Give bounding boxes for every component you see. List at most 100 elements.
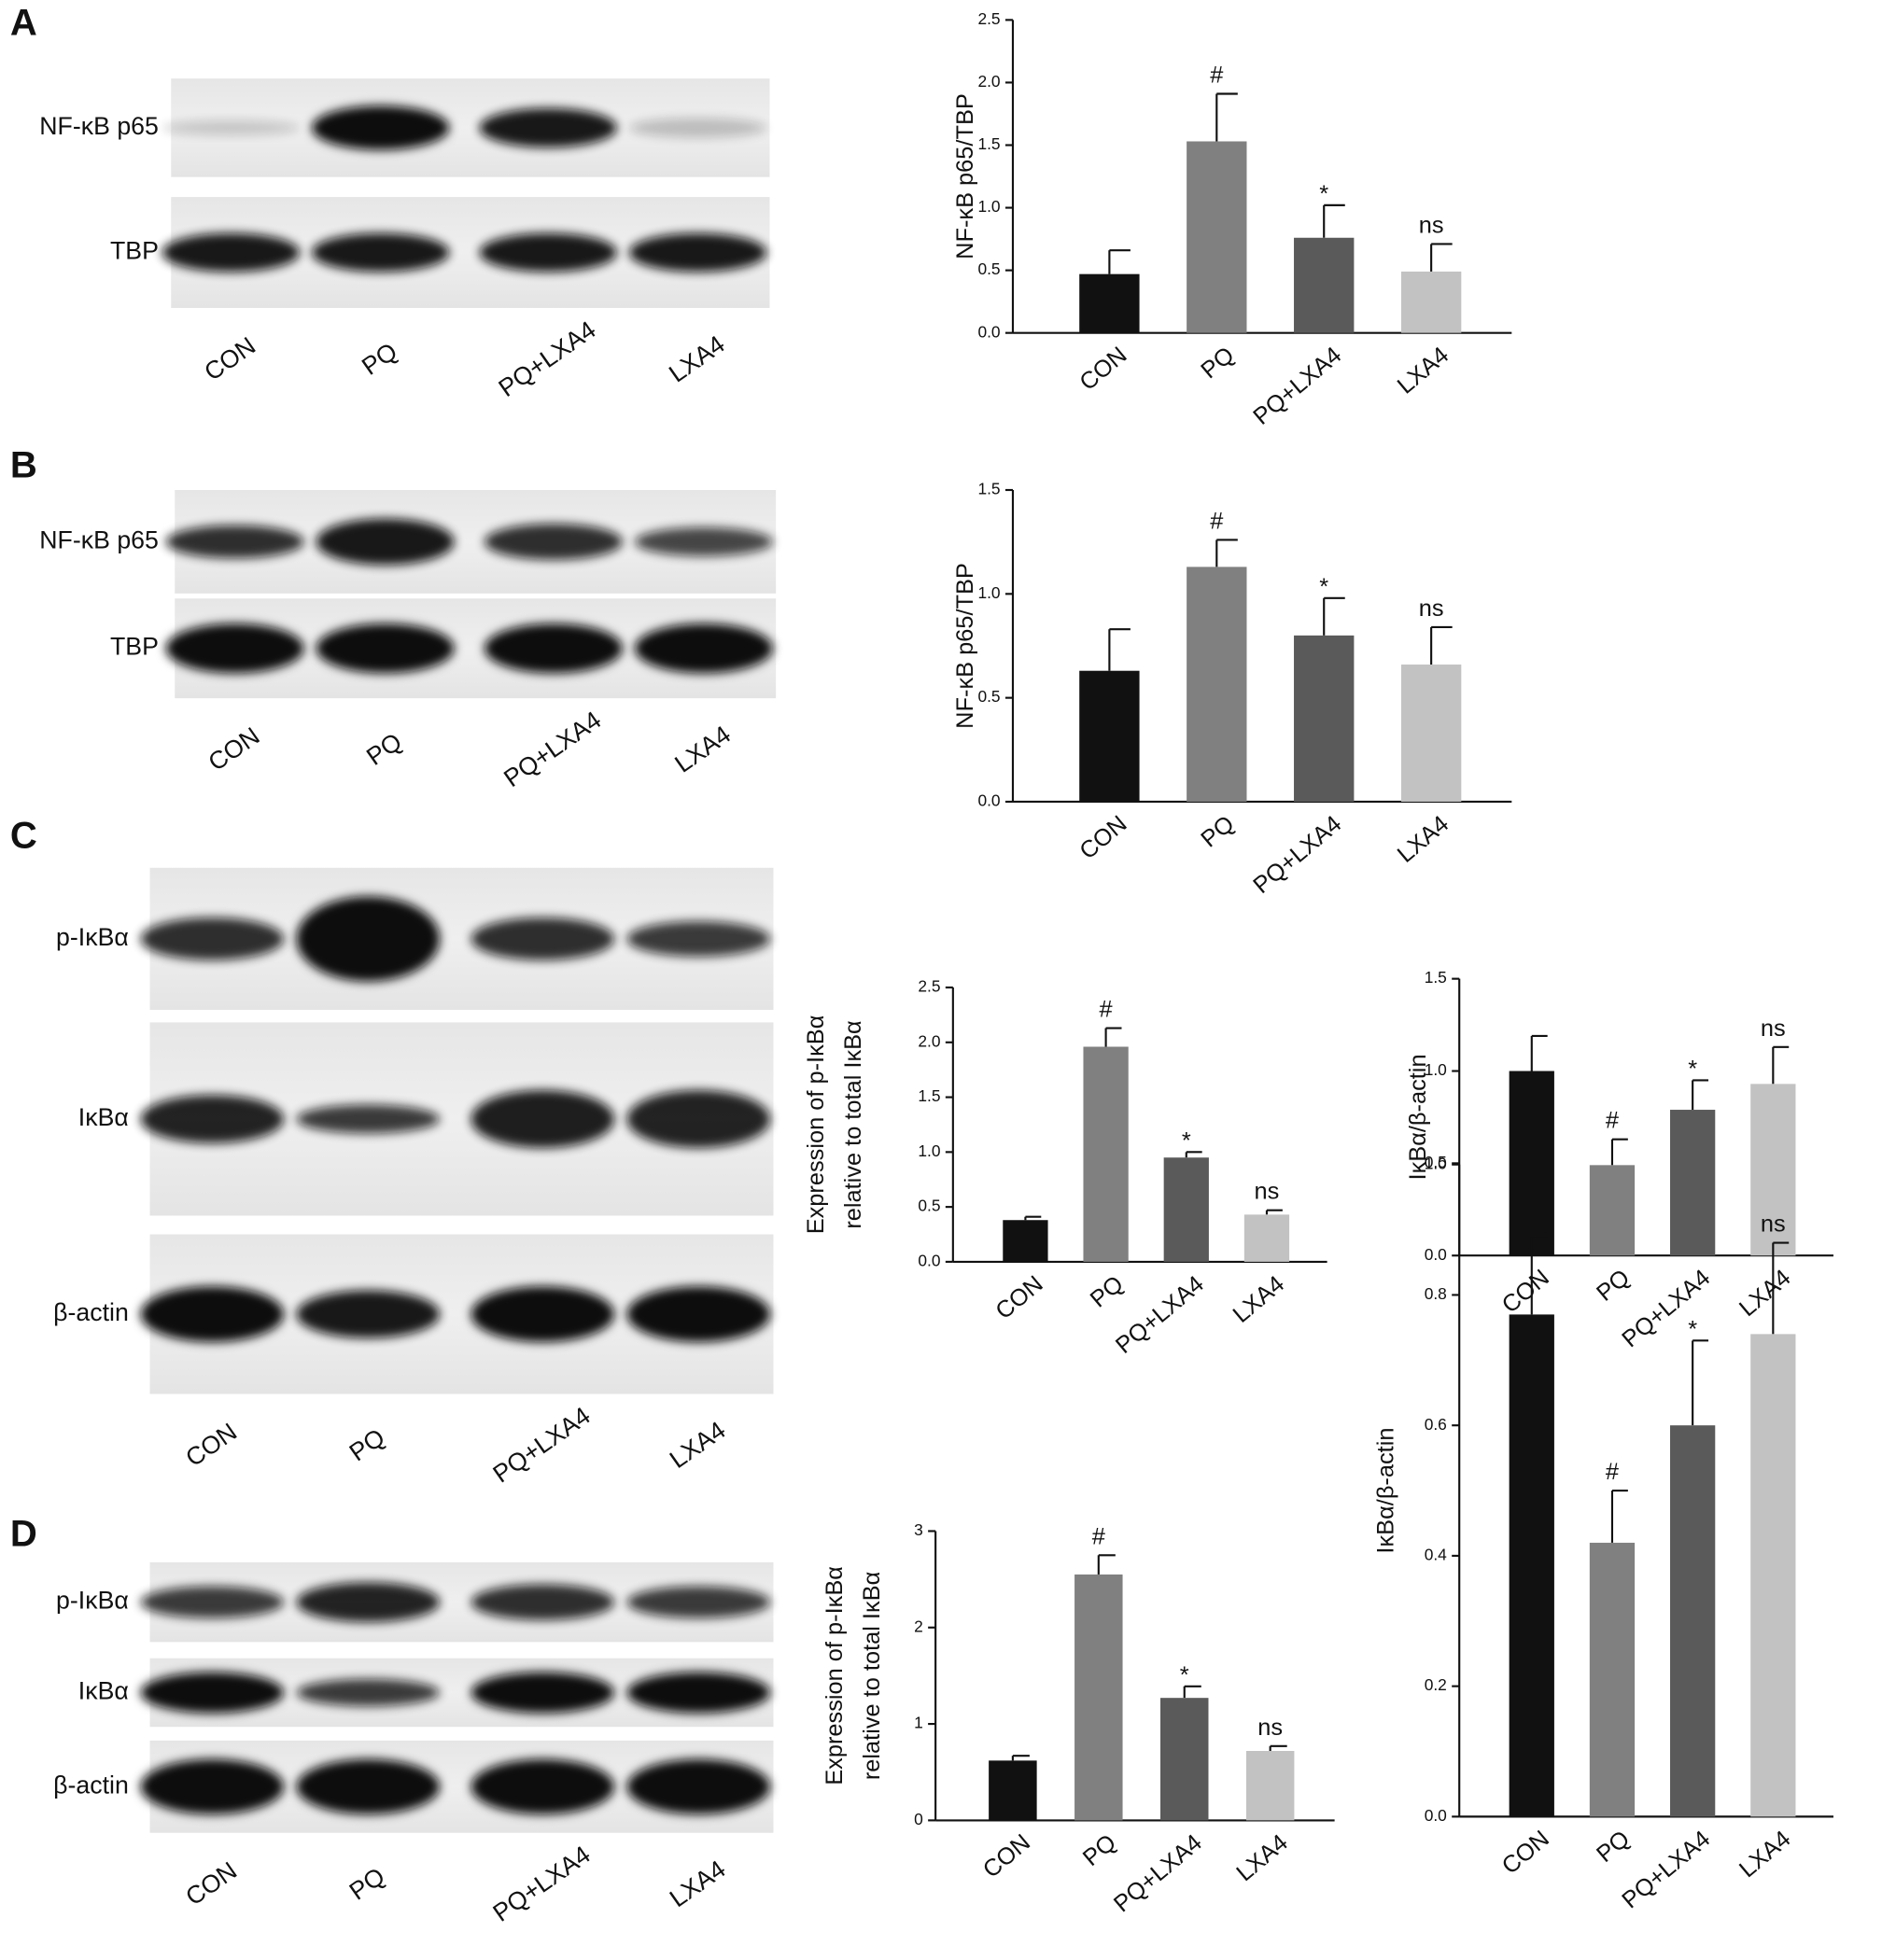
blot-band bbox=[470, 1089, 615, 1149]
panel-letter: B bbox=[10, 445, 37, 486]
x-tick-label: PQ+LXA4 bbox=[1109, 1829, 1207, 1917]
blot-band bbox=[140, 1672, 285, 1714]
blot-band bbox=[296, 1104, 441, 1134]
blot-lane-label: PQ bbox=[361, 727, 407, 771]
bar bbox=[1294, 635, 1355, 802]
significance-label: # bbox=[1092, 1523, 1105, 1549]
blot-row-label: IκBα bbox=[78, 1677, 129, 1705]
bar bbox=[989, 1760, 1037, 1821]
y-axis-label: relative to total IκBα bbox=[840, 1020, 866, 1228]
blot-lane-label: LXA4 bbox=[669, 721, 736, 778]
blot-row-label: TBP bbox=[110, 633, 159, 661]
y-tick-label: 0.6 bbox=[1425, 1415, 1447, 1434]
bar bbox=[1187, 567, 1247, 802]
y-tick-label: 1.0 bbox=[1425, 1154, 1447, 1172]
blot-row-label: β-actin bbox=[53, 1771, 129, 1799]
x-tick-label: CON bbox=[1497, 1265, 1554, 1319]
panel-letter: D bbox=[10, 1513, 37, 1554]
x-tick-label: PQ+LXA4 bbox=[1248, 342, 1346, 429]
blot-row-label: β-actin bbox=[53, 1298, 129, 1326]
blot-band bbox=[296, 1290, 441, 1338]
blot-row-label: NF-κB p65 bbox=[39, 112, 159, 140]
significance-label: ns bbox=[1419, 595, 1444, 622]
blot-row-label: TBP bbox=[110, 237, 159, 265]
y-tick-label: 0.0 bbox=[1425, 1806, 1447, 1825]
blot-band bbox=[470, 1584, 615, 1620]
y-tick-label: 2.5 bbox=[918, 977, 940, 996]
x-tick-label: LXA4 bbox=[1734, 1826, 1796, 1883]
blot-lane-label: LXA4 bbox=[664, 329, 730, 387]
blot-row-label: NF-κB p65 bbox=[39, 526, 159, 554]
blot-band bbox=[296, 1758, 441, 1814]
bar bbox=[1079, 273, 1140, 333]
x-tick-label: PQ bbox=[1592, 1265, 1635, 1307]
y-tick-label: 1.0 bbox=[918, 1141, 940, 1160]
x-tick-label: PQ+LXA4 bbox=[1617, 1826, 1715, 1913]
bar bbox=[1589, 1542, 1636, 1817]
blot-lane-label: CON bbox=[199, 331, 260, 386]
blot-lane-label: PQ bbox=[344, 1862, 390, 1906]
blot-band bbox=[162, 120, 301, 135]
blot-band bbox=[311, 105, 450, 150]
blot-lane-label: CON bbox=[180, 1418, 242, 1473]
blot-band bbox=[470, 1672, 615, 1714]
significance-label: ns bbox=[1761, 1015, 1786, 1042]
blot-band bbox=[140, 917, 285, 960]
blot-lane-label: PQ+LXA4 bbox=[488, 1841, 596, 1927]
y-tick-label: 2.5 bbox=[977, 9, 1000, 28]
bar bbox=[1589, 1165, 1636, 1256]
blot-band bbox=[626, 1758, 771, 1814]
significance-label: ns bbox=[1419, 212, 1444, 238]
significance-label: ns bbox=[1761, 1211, 1786, 1238]
blot-lane-label: PQ+LXA4 bbox=[494, 315, 601, 402]
blot-lane-label: CON bbox=[180, 1856, 242, 1911]
significance-label: # bbox=[1100, 997, 1113, 1023]
bar bbox=[1083, 1046, 1129, 1262]
bar bbox=[1245, 1750, 1295, 1821]
blot-band bbox=[626, 1586, 771, 1618]
x-tick-label: PQ+LXA4 bbox=[1617, 1265, 1715, 1352]
bar bbox=[1079, 670, 1140, 802]
blot-band bbox=[140, 1095, 285, 1143]
y-tick-label: 3 bbox=[914, 1520, 923, 1539]
x-tick-label: PQ bbox=[1196, 342, 1239, 384]
significance-label: * bbox=[1688, 1056, 1697, 1082]
y-axis-label: IκBα/β-actin bbox=[1372, 1428, 1398, 1554]
significance-label: # bbox=[1606, 1459, 1619, 1485]
blot-band bbox=[479, 107, 617, 148]
blot-lane-label: PQ bbox=[357, 337, 402, 381]
y-axis-label: Expression of p-IκBα bbox=[822, 1566, 848, 1785]
y-tick-label: 0.5 bbox=[918, 1197, 940, 1215]
blot-lane-label: LXA4 bbox=[665, 1416, 731, 1474]
blot-band bbox=[484, 623, 623, 674]
blot-row-label: p-IκBα bbox=[56, 923, 129, 951]
bar bbox=[1509, 1071, 1554, 1256]
x-tick-label: CON bbox=[1074, 811, 1131, 865]
x-tick-label: PQ bbox=[1196, 811, 1239, 853]
blot-band bbox=[296, 896, 441, 982]
significance-label: # bbox=[1210, 508, 1223, 534]
x-tick-label: CON bbox=[978, 1829, 1035, 1883]
blot-lane-label: PQ bbox=[344, 1423, 390, 1467]
blot-band bbox=[316, 518, 455, 566]
significance-label: ns bbox=[1255, 1179, 1280, 1205]
x-tick-label: LXA4 bbox=[1231, 1829, 1293, 1886]
panel-letter: A bbox=[10, 2, 37, 43]
y-tick-label: 0.2 bbox=[1425, 1675, 1447, 1694]
blot-band bbox=[626, 1286, 771, 1342]
blot-band bbox=[165, 623, 304, 674]
blot-band bbox=[634, 526, 773, 556]
significance-label: # bbox=[1210, 63, 1223, 89]
y-tick-label: 2.0 bbox=[977, 72, 1000, 91]
y-axis-label: NF-κB p65/TBP bbox=[952, 93, 978, 259]
x-tick-label: PQ bbox=[1078, 1829, 1121, 1871]
significance-label: ns bbox=[1257, 1715, 1283, 1741]
bar bbox=[1400, 665, 1462, 802]
y-tick-label: 1.5 bbox=[918, 1086, 940, 1105]
blot-band bbox=[628, 118, 767, 138]
blot-lane-label: PQ+LXA4 bbox=[488, 1401, 596, 1488]
y-tick-label: 1.5 bbox=[977, 480, 1000, 498]
bar bbox=[1160, 1698, 1209, 1821]
blot-band bbox=[470, 1286, 615, 1342]
